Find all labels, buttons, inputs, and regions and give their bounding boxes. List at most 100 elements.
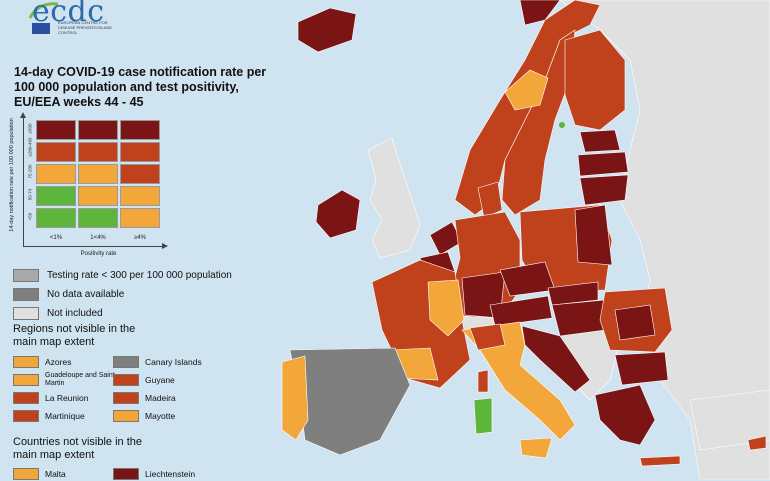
legend-label: No data available [47, 288, 125, 300]
region-label: Canary Islands [145, 356, 202, 367]
regions-heading: Regions not visible in the main map exte… [13, 323, 136, 348]
gotland [559, 122, 565, 128]
region-label: Azores [45, 356, 72, 367]
region-swatch [113, 410, 139, 422]
region-mayotte: Mayotte [113, 409, 175, 423]
matrix-cell [120, 120, 160, 140]
country-liechtenstein: Liechtenstein [113, 467, 195, 481]
matrix-y-label: 14-day notification rate per 100 000 pop… [2, 116, 22, 246]
legend-swatch [13, 268, 39, 282]
arrow-right-icon [162, 243, 168, 249]
matrix-row-label: 50-74 [27, 188, 33, 201]
country-malta: Malta [13, 467, 66, 481]
matrix-col-label: 1<4% [90, 235, 106, 241]
region-swatch [13, 410, 39, 422]
region-swatch [113, 356, 139, 368]
region-label: Madeira [145, 392, 176, 403]
legend-not-included: Not included [13, 306, 103, 320]
matrix-row-label: 75-200 [27, 164, 33, 179]
region-label: La Reunion [45, 392, 89, 403]
matrix-x-axis [23, 246, 163, 247]
hungary [551, 299, 606, 337]
region-label: Mayotte [145, 410, 176, 421]
matrix-y-axis [23, 116, 24, 246]
matrix-col-label: ≥4% [134, 235, 146, 241]
matrix-cell [120, 208, 160, 228]
sicily [519, 437, 553, 459]
matrix-y-label-text: 14-day notification rate per 100 000 pop… [9, 118, 15, 232]
lithuania [579, 174, 629, 206]
cyprus [747, 435, 767, 451]
estonia [579, 129, 621, 153]
sardinia [473, 397, 493, 435]
region-martinique: Martinique [13, 409, 85, 423]
matrix-cell [36, 142, 76, 162]
ecdc-logo-subtitle: EUROPEAN CENTRE FOR DISEASE PREVENTION A… [58, 20, 112, 35]
france-east [427, 279, 465, 337]
arrow-up-icon [20, 112, 26, 118]
matrix-cell [120, 186, 160, 206]
matrix-cell [36, 120, 76, 140]
uk-land [367, 137, 421, 259]
region-swatch [13, 374, 39, 386]
region-madeira: Madeira [113, 391, 176, 405]
corsica [477, 369, 489, 393]
matrix-cell [78, 164, 118, 184]
turkey-land [689, 389, 770, 451]
russia-east-land [559, 0, 770, 480]
legend-panel: ecdc EUROPEAN CENTRE FOR DISEASE PREVENT… [0, 0, 300, 480]
region-swatch [13, 392, 39, 404]
ecdc-logo-icon [28, 2, 59, 19]
region-la-reunion: La Reunion [13, 391, 88, 405]
iceland [297, 7, 357, 53]
eu-flag-icon [32, 23, 50, 34]
legend-label: Testing rate < 300 per 100 000 populatio… [47, 269, 232, 281]
matrix-cell [36, 186, 76, 206]
slovakia [547, 281, 599, 306]
country-label: Liechtenstein [145, 468, 196, 479]
ireland [315, 189, 361, 239]
matrix-col-label: <1% [49, 235, 63, 241]
country-swatch [113, 468, 139, 480]
latvia [577, 151, 629, 177]
region-canary-islands: Canary Islands [113, 355, 202, 369]
poland-east [574, 204, 613, 266]
matrix-row-label: ≥500 [27, 123, 33, 134]
region-label: Guyane [145, 374, 175, 385]
legend-testing-rate: Testing rate < 300 per 100 000 populatio… [13, 268, 232, 282]
matrix-row-label: <50 [27, 212, 33, 221]
matrix-cell [120, 142, 160, 162]
map-title: 14-day COVID-19 case notification rate p… [14, 65, 267, 109]
bulgaria [614, 351, 669, 386]
romania-center [614, 304, 656, 341]
legend-swatch [13, 306, 39, 320]
region-azores: Azores [13, 355, 71, 369]
country-swatch [13, 468, 39, 480]
matrix-cell [36, 164, 76, 184]
matrix-x-label: Positivity rate [80, 251, 117, 257]
italy [461, 321, 576, 441]
country-label: Malta [45, 468, 66, 479]
matrix-cell [78, 208, 118, 228]
italy-north [469, 323, 506, 351]
portugal [281, 355, 309, 441]
region-swatch [113, 374, 139, 386]
countries-heading: Countries not visible in the main map ex… [13, 436, 143, 461]
austria [489, 295, 553, 327]
norway-north [519, 0, 561, 26]
sweden-mid [504, 69, 549, 111]
denmark [477, 181, 503, 219]
legend-swatch [13, 287, 39, 301]
matrix-cell [120, 164, 160, 184]
crete [639, 455, 681, 467]
matrix-cell [78, 142, 118, 162]
greece [594, 384, 656, 446]
region-swatch [13, 356, 39, 368]
region-guadeloupe: Guadeloupe and Saint Martin [13, 372, 115, 387]
matrix-cell [36, 208, 76, 228]
finland [564, 29, 626, 131]
matrix-row-label: ≥200-499 [27, 137, 33, 157]
region-guyane: Guyane [113, 373, 175, 387]
region-label: Guadeloupe and Saint Martin [45, 372, 115, 387]
legend-no-data: No data available [13, 287, 124, 301]
